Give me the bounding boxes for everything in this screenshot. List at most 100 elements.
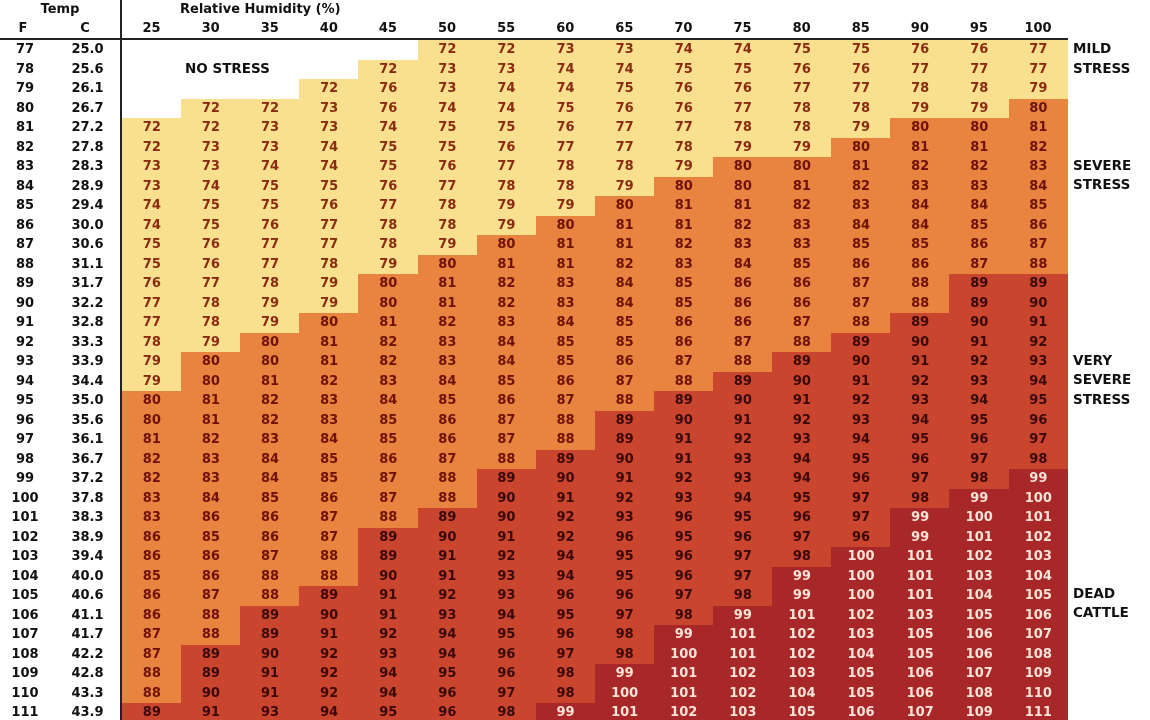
heatmap-cell: 88 <box>181 605 241 626</box>
humidity-tick: 30 <box>201 21 220 36</box>
heatmap-cell: 84 <box>240 469 300 489</box>
heatmap-cell: 105 <box>831 683 891 704</box>
heatmap-cell: 102 <box>713 683 773 704</box>
heatmap-cell: 104 <box>949 586 1010 606</box>
heatmap-cell: 94 <box>358 664 419 684</box>
heatmap-cell: 89 <box>949 293 1010 314</box>
very-severe-stress-label-1: VERY <box>1073 353 1113 369</box>
heatmap-cell: 76 <box>831 59 891 80</box>
heatmap-cell: 105 <box>831 664 891 684</box>
heatmap-cell: 86 <box>299 488 359 509</box>
heatmap-cell: 86 <box>181 508 241 528</box>
heatmap-cell: 105 <box>772 703 832 720</box>
heatmap-cell: 100 <box>1008 488 1069 509</box>
heatmap-cell: 74 <box>299 157 359 177</box>
heatmap-cell: 80 <box>181 371 241 392</box>
heatmap-cell: 75 <box>122 254 182 275</box>
heatmap-cell: 80 <box>594 196 655 216</box>
heatmap-cell: 92 <box>299 644 359 665</box>
heatmap-cell: 90 <box>535 469 596 489</box>
heatmap-cell: 83 <box>890 176 950 197</box>
heatmap-cell: 106 <box>1008 605 1069 626</box>
heatmap-cell: 87 <box>772 313 832 333</box>
heatmap-cell: 88 <box>181 625 241 645</box>
heatmap-cell: 97 <box>890 469 950 489</box>
heatmap-cell: 90 <box>1008 293 1069 314</box>
heatmap-cell: 97 <box>594 605 655 626</box>
heatmap-cell: 88 <box>890 274 950 294</box>
heatmap-cell: 74 <box>417 98 478 119</box>
heatmap-cell: 96 <box>831 469 891 489</box>
temp-f-label: 78 <box>15 61 35 77</box>
heatmap-cell: 84 <box>890 215 950 236</box>
heatmap-cell: 85 <box>476 371 537 392</box>
heatmap-cell: 78 <box>535 157 596 177</box>
heatmap-cell: 91 <box>476 527 537 548</box>
heatmap-cell: 91 <box>417 547 478 567</box>
heatmap-cell: 73 <box>122 157 182 177</box>
temp-c-label: 38.3 <box>71 510 104 525</box>
heatmap-cell: 96 <box>476 644 537 665</box>
heatmap-cell: 95 <box>476 625 537 645</box>
heatmap-cell: 111 <box>1008 703 1069 720</box>
heatmap-cell: 83 <box>417 332 478 353</box>
heatmap-cell: 82 <box>122 449 182 470</box>
heatmap-cell: 96 <box>535 586 596 606</box>
heatmap-cell: 85 <box>653 274 714 294</box>
heatmap-cell: 103 <box>949 566 1010 587</box>
temp-f-label: 108 <box>11 646 39 662</box>
heatmap-cell: 91 <box>653 449 714 470</box>
severe-stress-label-2: STRESS <box>1073 177 1131 193</box>
heatmap-cell: 94 <box>713 488 773 509</box>
heatmap-cell: 79 <box>653 157 714 177</box>
heatmap-cell: 90 <box>358 566 419 587</box>
heatmap-cell: 97 <box>653 586 714 606</box>
heatmap-cell: 80 <box>949 118 1010 138</box>
heatmap-cell: 95 <box>890 430 950 450</box>
humidity-tick: 60 <box>556 21 575 36</box>
heatmap-cell: 78 <box>831 98 891 119</box>
heatmap-cell: 89 <box>240 605 300 626</box>
heatmap-cell: 86 <box>240 527 300 548</box>
heatmap-cell: 77 <box>358 196 419 216</box>
heatmap-cell: 83 <box>772 215 832 236</box>
heatmap-cell: 87 <box>1008 235 1069 255</box>
heatmap-cell: 96 <box>417 703 478 720</box>
heatmap-cell: 94 <box>831 430 891 450</box>
heatmap-cell: 75 <box>594 79 655 99</box>
heatmap-cell: 92 <box>1008 332 1069 353</box>
celsius-header: C <box>80 21 90 36</box>
heatmap-cell: 78 <box>417 215 478 236</box>
heatmap-cell: 81 <box>653 215 714 236</box>
heatmap-cell: 92 <box>417 586 478 606</box>
heatmap-cell: 78 <box>417 196 478 216</box>
heatmap-cell: 87 <box>535 391 596 411</box>
heatmap-cell: 83 <box>299 391 359 411</box>
heatmap-cell: 86 <box>181 566 241 587</box>
heatmap-cell: 90 <box>299 605 359 626</box>
heatmap-cell: 81 <box>890 137 950 158</box>
heatmap-cell: 81 <box>772 176 832 197</box>
heatmap-cell: 80 <box>713 157 773 177</box>
heatmap-cell: 81 <box>594 235 655 255</box>
heatmap-cell: 96 <box>831 527 891 548</box>
heatmap-cell: 75 <box>299 176 359 197</box>
heatmap-cell: 74 <box>535 79 596 99</box>
heatmap-cell: 88 <box>122 683 182 704</box>
heatmap-cell: 86 <box>122 605 182 626</box>
heatmap-cell: 75 <box>831 40 891 60</box>
heatmap-cell: 98 <box>594 644 655 665</box>
heatmap-cell: 83 <box>653 254 714 275</box>
heatmap-cell: 89 <box>181 644 241 665</box>
heatmap-cell: 89 <box>890 313 950 333</box>
temp-header: Temp <box>40 2 80 17</box>
heatmap-cell: 85 <box>417 391 478 411</box>
heatmap-cell: 107 <box>949 664 1010 684</box>
humidity-tick: 40 <box>319 21 338 36</box>
heatmap-cell: 101 <box>653 664 714 684</box>
heatmap-cell: 73 <box>417 59 478 80</box>
heatmap-cell: 77 <box>535 137 596 158</box>
heatmap-cell: 93 <box>594 508 655 528</box>
heatmap-cell: 84 <box>1008 176 1069 197</box>
heatmap-cell: 87 <box>949 254 1010 275</box>
